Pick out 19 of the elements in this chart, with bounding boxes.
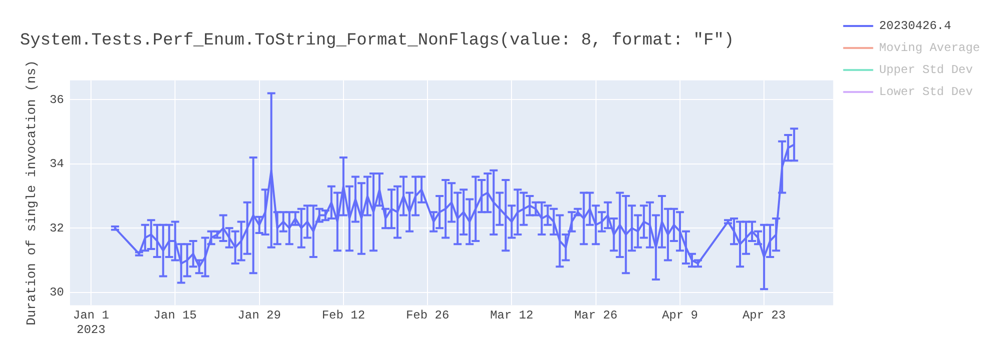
x-tick-label: Jan 15 — [154, 308, 197, 323]
y-tick-label: 30 — [50, 286, 64, 300]
y-tick-label: 36 — [50, 92, 64, 107]
x-tick-label: Jan 1 2023 — [73, 308, 110, 337]
y-tick-label: 32 — [50, 221, 64, 236]
x-tick-label: Apr 9 — [662, 308, 698, 323]
legend-label: Lower Std Dev — [879, 85, 973, 100]
legend-label: 20230426.4 — [879, 19, 952, 34]
legend-label: Moving Average — [879, 41, 980, 56]
x-tick-label: Feb 12 — [322, 308, 366, 323]
x-tick-label: Apr 23 — [742, 308, 786, 323]
x-tick-label: Mar 12 — [490, 308, 534, 323]
x-tick-label: Jan 29 — [238, 308, 281, 323]
legend-label: Upper Std Dev — [879, 63, 973, 78]
x-tick-label: Feb 26 — [406, 308, 450, 323]
chart-title: System.Tests.Perf_Enum.ToString_Format_NonFlags(value: 8, format: "F") — [20, 32, 734, 51]
y-tick-label: 34 — [50, 157, 64, 172]
y-axis-title: Duration of single invocation (ns) — [24, 60, 40, 326]
x-tick-label: Mar 26 — [574, 308, 618, 323]
